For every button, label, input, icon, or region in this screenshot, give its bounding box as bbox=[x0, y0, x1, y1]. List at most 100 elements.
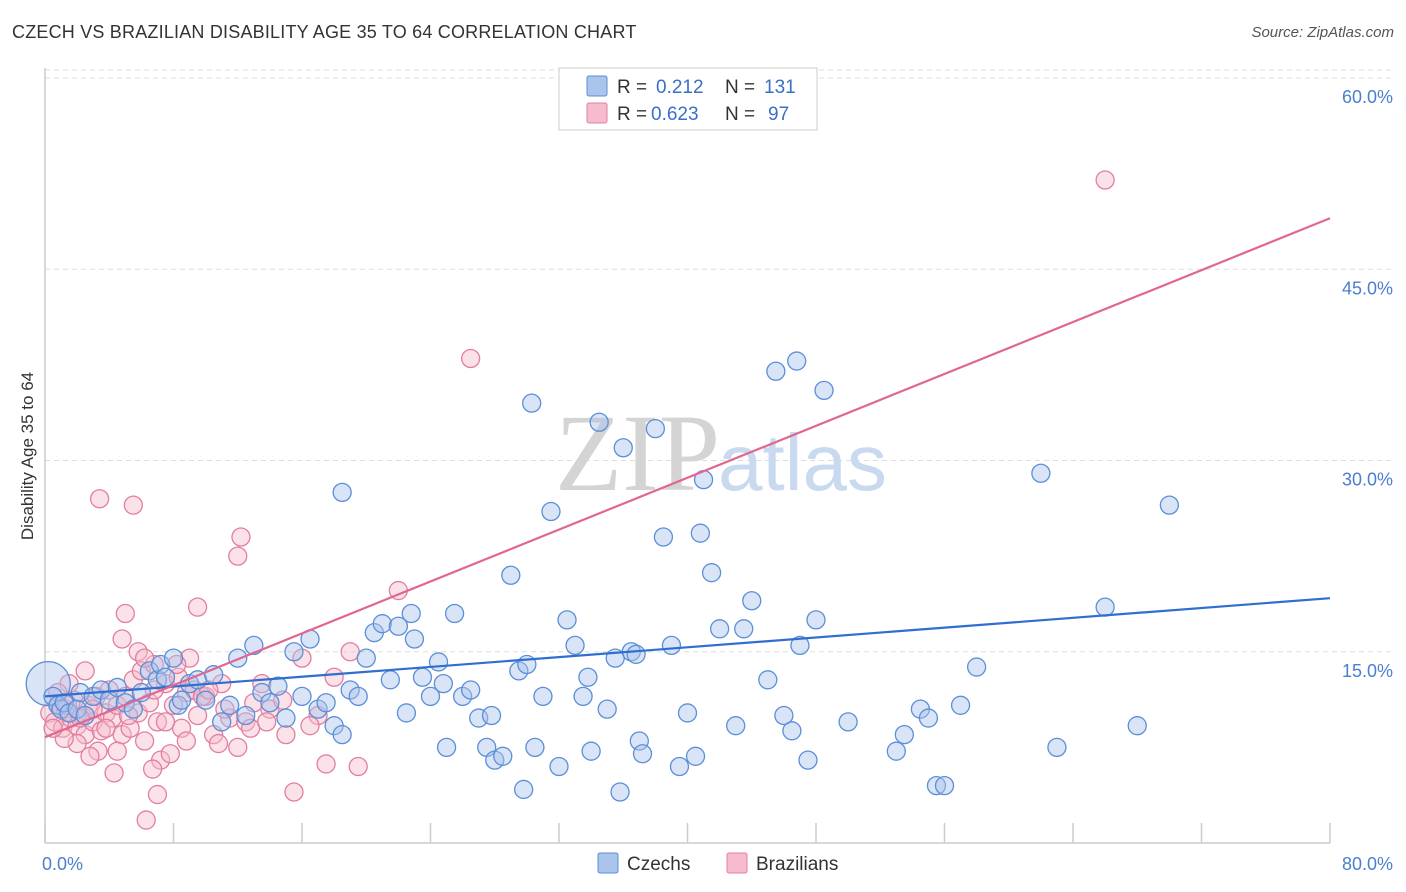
czech-point-10 bbox=[91, 680, 111, 700]
czech-point-123 bbox=[514, 779, 534, 800]
bottom-legend: Czechs Brazilians bbox=[597, 852, 838, 875]
brazilian-point-0 bbox=[40, 703, 60, 723]
czech-point-91 bbox=[734, 619, 754, 639]
brazilian-point-72 bbox=[147, 784, 168, 805]
watermark-atlas: atlas bbox=[718, 418, 887, 507]
czech-point-102 bbox=[894, 724, 914, 745]
legend-czech-swatch bbox=[586, 75, 608, 97]
czech-point-27 bbox=[212, 712, 232, 732]
brazilian-point-57 bbox=[123, 495, 143, 515]
source-label: Source: ZipAtlas.com bbox=[1251, 24, 1394, 41]
czech-point-106 bbox=[934, 775, 955, 796]
brazilian-point-78 bbox=[176, 731, 197, 751]
czech-point-99 bbox=[806, 610, 826, 630]
brazilian-point-24 bbox=[134, 731, 155, 751]
axes bbox=[44, 68, 1331, 844]
czech-point-125 bbox=[626, 644, 646, 664]
czech-point-84 bbox=[669, 756, 690, 777]
czech-point-53 bbox=[420, 686, 441, 707]
legend-brazil-r-label: R = bbox=[617, 104, 647, 125]
brazilian-point-84 bbox=[316, 754, 336, 774]
brazilian-point-42 bbox=[228, 737, 248, 758]
czech-point-74 bbox=[589, 412, 609, 432]
czech-point-116 bbox=[610, 782, 630, 802]
czech-point-83 bbox=[661, 635, 682, 656]
czech-point-19 bbox=[155, 667, 176, 687]
x-tick-label-1: 80.0% bbox=[1342, 854, 1393, 874]
y-axis-label: Disability Age 35 to 64 bbox=[18, 372, 37, 540]
czech-point-94 bbox=[766, 361, 786, 381]
brazilian-point-56 bbox=[89, 489, 110, 509]
y-tick-label-3: 60.0% bbox=[1342, 87, 1393, 107]
watermark: ZIP atlas bbox=[555, 392, 887, 514]
czech-point-109 bbox=[1031, 463, 1051, 483]
czech-point-56 bbox=[444, 603, 465, 624]
brazilian-point-81 bbox=[257, 712, 277, 732]
czech-point-63 bbox=[501, 565, 521, 585]
brazilian-point-70 bbox=[104, 763, 124, 783]
czech-point-51 bbox=[404, 629, 425, 649]
czech-point-68 bbox=[541, 501, 561, 522]
czech-point-108 bbox=[966, 657, 987, 677]
czech-point-44 bbox=[348, 686, 368, 707]
brazilian-point-71 bbox=[142, 759, 163, 779]
brazilian-point-37 bbox=[187, 705, 208, 726]
brazilian-point-51 bbox=[340, 642, 360, 662]
czech-point-111 bbox=[1095, 597, 1115, 617]
legend-czech-n-label: N = bbox=[725, 77, 755, 98]
watermark-zip: ZIP bbox=[555, 392, 720, 514]
brazilian-point-62 bbox=[112, 629, 132, 649]
legend-brazil-n-value: 97 bbox=[768, 104, 789, 125]
czech-point-42 bbox=[332, 724, 352, 745]
czech-point-86 bbox=[685, 746, 706, 766]
x-tick-label-0: 0.0% bbox=[42, 854, 83, 874]
legend-czech-r-label: R = bbox=[617, 77, 647, 98]
czech-point-28 bbox=[220, 695, 240, 715]
czech-point-118 bbox=[690, 523, 710, 543]
czech-point-37 bbox=[292, 686, 312, 707]
brazilian-point-83 bbox=[300, 716, 320, 736]
czech-point-85 bbox=[677, 703, 698, 723]
czech-point-70 bbox=[557, 610, 577, 630]
czech-point-112 bbox=[1127, 716, 1147, 736]
czech-point-34 bbox=[268, 676, 288, 696]
czech-point-69 bbox=[549, 756, 569, 777]
bottom-legend-czech-swatch bbox=[597, 852, 619, 874]
czech-point-124 bbox=[578, 667, 598, 687]
czech-point-121 bbox=[481, 705, 502, 726]
czech-point-47 bbox=[372, 614, 392, 634]
brazilian-point-52 bbox=[348, 756, 368, 777]
czech-point-81 bbox=[645, 418, 666, 439]
czech-point-92 bbox=[742, 591, 762, 611]
brazilian-point-69 bbox=[107, 741, 127, 761]
legend-brazil-n-label: N = bbox=[725, 104, 755, 125]
y-tick-label-2: 45.0% bbox=[1342, 278, 1393, 298]
czech-point-50 bbox=[396, 703, 417, 723]
bottom-legend-brazil-label: Brazilians bbox=[756, 854, 838, 875]
czech-point-71 bbox=[565, 635, 585, 656]
czech-point-75 bbox=[597, 699, 617, 719]
czech-point-33 bbox=[260, 693, 280, 713]
czech-point-119 bbox=[787, 351, 807, 371]
czech-point-122 bbox=[433, 673, 454, 694]
czech-point-66 bbox=[525, 737, 545, 758]
czech-point-67 bbox=[533, 686, 553, 707]
legend-brazil-swatch bbox=[586, 102, 608, 124]
czech-point-25 bbox=[195, 690, 216, 710]
czech-point-105 bbox=[926, 775, 947, 796]
czech-point-14 bbox=[123, 699, 143, 719]
czech-point-72 bbox=[573, 686, 593, 707]
brazilian-point-59 bbox=[231, 527, 251, 547]
brazilian-point-50 bbox=[324, 667, 344, 687]
czech-point-49 bbox=[388, 616, 409, 636]
czech-point-20 bbox=[163, 648, 184, 668]
brazilian-point-61 bbox=[115, 603, 135, 624]
legend-czech-n-value: 131 bbox=[764, 77, 796, 98]
czech-point-55 bbox=[436, 737, 457, 758]
czech-point-93 bbox=[758, 670, 778, 690]
czech-point-77 bbox=[613, 438, 633, 458]
czech-point-29 bbox=[228, 648, 248, 668]
czech-point-35 bbox=[276, 708, 296, 728]
legend-brazil-r-value: 0.623 bbox=[651, 104, 699, 125]
